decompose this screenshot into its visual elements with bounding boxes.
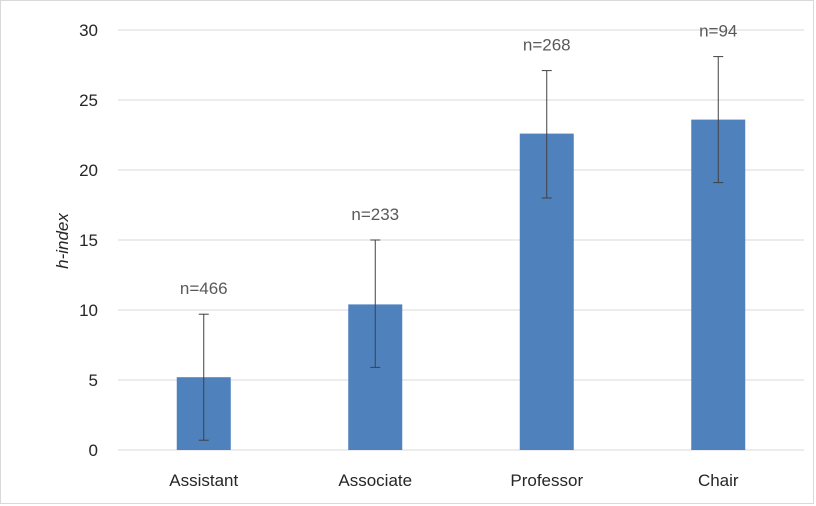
error-bar-assistant (198, 313, 209, 441)
bars (176, 119, 746, 450)
data-label-associate: n=233 (351, 205, 399, 224)
data-labels: n=466 n=233 n=268 n=94 (180, 22, 738, 299)
error-bar-chair (713, 56, 724, 184)
x-category-label: Chair (698, 471, 739, 490)
data-label-professor: n=268 (523, 36, 571, 55)
x-category-label: Professor (510, 471, 583, 490)
y-tick-label: 10 (79, 301, 98, 320)
y-tick-label: 15 (79, 231, 98, 250)
x-axis-categories: Assistant Associate Professor Chair (169, 471, 739, 490)
error-bars (198, 56, 724, 441)
x-category-label: Assistant (169, 471, 238, 490)
error-bar-associate (370, 239, 381, 368)
y-tick-label: 25 (79, 91, 98, 110)
data-label-chair: n=94 (699, 22, 737, 41)
y-tick-label: 5 (89, 371, 98, 390)
y-tick-label: 30 (79, 21, 98, 40)
y-axis-ticks: 0 5 10 15 20 25 30 (79, 21, 98, 460)
error-bar-professor (541, 70, 552, 199)
data-label-assistant: n=466 (180, 279, 228, 298)
y-tick-label: 0 (89, 441, 98, 460)
y-tick-label: 20 (79, 161, 98, 180)
x-category-label: Associate (338, 471, 412, 490)
gridlines (118, 29, 804, 451)
y-axis-title: h-index (53, 213, 72, 269)
